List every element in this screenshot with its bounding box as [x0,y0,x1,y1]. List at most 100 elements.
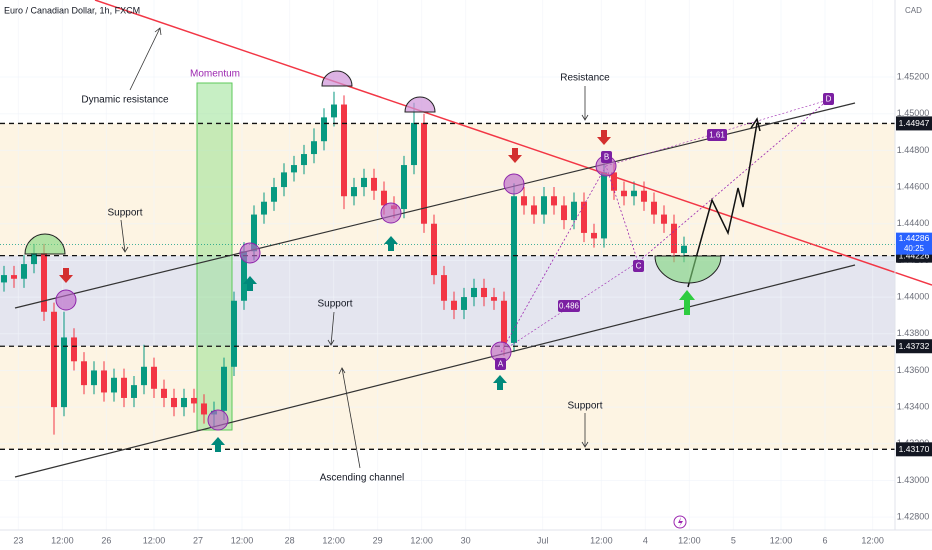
y-tick-label: 1.43600 [897,365,930,375]
candle-body [491,297,497,301]
annotation: Resistance [560,73,610,84]
candle-body [161,388,167,398]
candle-body [31,253,37,265]
up-arrow [493,375,507,390]
x-tick-label: 12:00 [590,535,613,545]
candle-body [41,253,47,312]
annotation-pointer-head [121,246,129,253]
level-label-box [896,116,932,131]
candle-body [131,385,137,398]
candle-body [501,300,507,343]
x-tick-label: 27 [193,535,203,545]
candle-body [281,172,287,188]
candle-body [621,190,627,197]
candle-body [1,275,7,283]
candle-body [681,245,687,254]
y-tick-label: 1.43400 [897,402,930,412]
touch-circle [207,409,229,431]
candle-body [241,251,247,301]
fib-label-box [558,300,580,312]
candle-body [451,300,457,310]
y-tick-label: 1.45000 [897,108,930,118]
candle-body [561,205,567,221]
candle-body [481,287,487,298]
x-tick-label: 23 [13,535,23,545]
zone [0,123,895,256]
candle-body [381,190,387,206]
bottom-bowl [654,255,722,284]
y-tick-label: 1.43800 [897,328,930,338]
annotation-pointer-head [154,27,162,36]
level-label-box [896,442,932,457]
level-label: 1.44226 [899,250,930,260]
channel-lower [14,264,856,478]
candle-body [521,196,527,206]
point-label-box [633,260,644,272]
x-tick-label: 6 [822,535,827,545]
fib-label: 0.486 [559,302,580,311]
up-arrow [211,437,225,452]
annotation-pointer [129,27,161,91]
x-tick-label: 12:00 [322,535,345,545]
top-cap [404,96,436,113]
point-label-box [601,151,612,163]
y-tick-label: 1.42800 [897,512,930,522]
annotation: Momentum [190,69,240,80]
candle-body [271,187,277,202]
zone [0,255,895,347]
candle-body [401,165,407,210]
x-tick-label: 26 [101,535,111,545]
levels [0,122,895,450]
currency-label: CAD [905,6,922,15]
candle-body [301,154,307,166]
annotation: Dynamic resistance [81,95,169,106]
projection-arrowhead [750,117,761,132]
candle-body [461,297,467,310]
x-tick-label: 29 [373,535,383,545]
annotation: Support [317,299,352,310]
annotation-pointer-head [581,441,589,448]
candle-body [251,214,257,252]
resistance-trendline [94,0,932,286]
candle-body [331,104,337,118]
candle-body [121,377,127,398]
candle-body [311,141,317,155]
annotation-pointer-head [327,339,335,346]
current-price-label: 1.44286 [899,233,930,243]
candle-body [511,196,517,343]
candle-body [291,165,297,173]
candle-body [231,300,237,367]
axes: 1.428001.430001.432001.434001.436001.438… [13,71,932,545]
candle-body [351,187,357,197]
candle-body [21,264,27,279]
level-label: 1.43170 [899,444,930,454]
annotation: Support [107,208,142,219]
point-label-box [823,93,834,105]
annotation: Ascending channel [320,473,405,484]
candle-body [11,275,17,279]
candle-body [581,201,587,233]
candle-body [671,223,677,254]
candle-body [651,201,657,215]
down-arrow [59,268,73,283]
x-tick-label: 28 [285,535,295,545]
candle-body [141,366,147,386]
touch-circle [380,202,402,224]
x-tick-label: 12:00 [410,535,433,545]
point-label: D [826,95,832,104]
fib-ratio-line [605,99,829,167]
fib-label-box [707,129,727,141]
point-label: C [636,262,642,271]
candle-body [441,275,447,301]
candle-body [471,287,477,298]
x-tick-label: 5 [731,535,736,545]
candle-body [91,370,97,386]
down-arrow [597,130,611,145]
candle-body [101,370,107,393]
top-hill [24,233,66,255]
candle-body [531,205,537,215]
y-tick-label: 1.44600 [897,181,930,191]
candle-body [171,397,177,408]
candle-body [51,311,57,408]
